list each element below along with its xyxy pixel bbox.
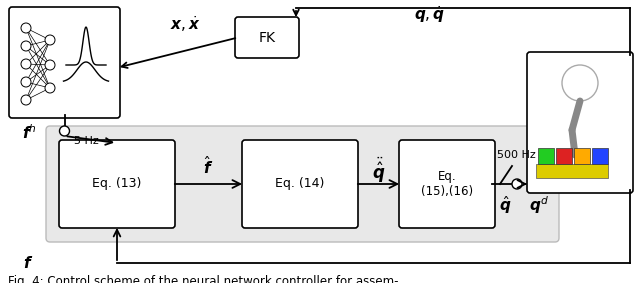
Bar — [592, 148, 608, 164]
Circle shape — [45, 35, 55, 45]
Circle shape — [21, 41, 31, 51]
Text: FK: FK — [259, 31, 275, 44]
Circle shape — [60, 126, 70, 136]
Text: Fig. 4: Control scheme of the neural network controller for assem-: Fig. 4: Control scheme of the neural net… — [8, 275, 399, 283]
Text: Eq. (14): Eq. (14) — [275, 177, 324, 190]
Text: Eq. (13): Eq. (13) — [92, 177, 141, 190]
Bar — [574, 148, 590, 164]
Text: $\boldsymbol{f}^h$: $\boldsymbol{f}^h$ — [22, 123, 37, 142]
FancyBboxPatch shape — [242, 140, 358, 228]
Text: $\boldsymbol{q},\dot{\boldsymbol{q}}$: $\boldsymbol{q},\dot{\boldsymbol{q}}$ — [415, 4, 445, 25]
Circle shape — [45, 83, 55, 93]
FancyBboxPatch shape — [527, 52, 633, 193]
Text: $\ddot{\hat{\boldsymbol{q}}}$: $\ddot{\hat{\boldsymbol{q}}}$ — [372, 155, 385, 185]
Circle shape — [21, 59, 31, 69]
FancyBboxPatch shape — [9, 7, 120, 118]
Circle shape — [512, 179, 522, 189]
Bar — [538, 148, 554, 164]
FancyBboxPatch shape — [399, 140, 495, 228]
Circle shape — [21, 95, 31, 105]
Text: 5 Hz: 5 Hz — [74, 136, 99, 146]
Text: $\boldsymbol{q}^d$: $\boldsymbol{q}^d$ — [529, 194, 549, 216]
Text: $\hat{\boldsymbol{q}}$: $\hat{\boldsymbol{q}}$ — [499, 194, 511, 216]
Bar — [536, 164, 608, 178]
Text: 500 Hz: 500 Hz — [497, 150, 536, 160]
Text: Eq.
(15),(16): Eq. (15),(16) — [421, 170, 473, 198]
Text: $\hat{\boldsymbol{f}}$: $\hat{\boldsymbol{f}}$ — [204, 155, 214, 177]
Circle shape — [562, 65, 598, 101]
Text: $\boldsymbol{x},\dot{\boldsymbol{x}}$: $\boldsymbol{x},\dot{\boldsymbol{x}}$ — [170, 14, 200, 34]
FancyBboxPatch shape — [59, 140, 175, 228]
Circle shape — [45, 60, 55, 70]
FancyBboxPatch shape — [235, 17, 299, 58]
Text: $\boldsymbol{f}$: $\boldsymbol{f}$ — [23, 255, 33, 271]
Circle shape — [21, 23, 31, 33]
Bar — [556, 148, 572, 164]
Circle shape — [21, 77, 31, 87]
FancyBboxPatch shape — [46, 126, 559, 242]
